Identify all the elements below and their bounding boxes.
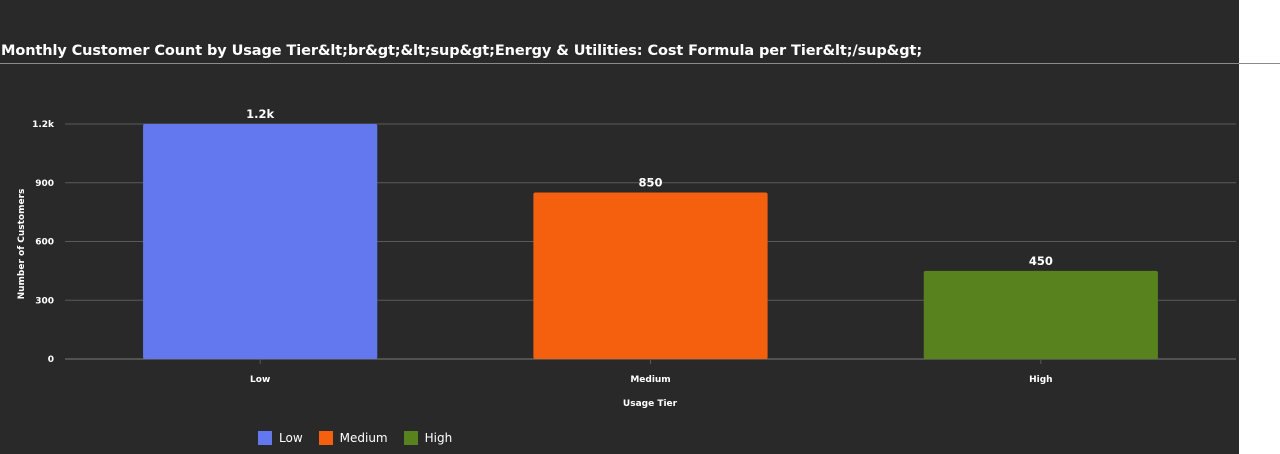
y-tick-label: 900: [35, 179, 54, 189]
legend-item-high[interactable]: High: [403, 431, 453, 445]
legend-label: Low: [279, 431, 303, 445]
legend-swatch: [403, 431, 418, 445]
bar-low[interactable]: [143, 124, 378, 359]
legend-label: High: [424, 431, 453, 445]
legend-label: Medium: [339, 431, 388, 445]
y-axis-title: Number of Customers: [17, 189, 27, 300]
bars: [143, 124, 1158, 359]
x-axis-ticks: Low Medium High: [250, 359, 1053, 385]
legend-swatch: [258, 431, 272, 445]
data-label: 1.2k: [246, 107, 274, 121]
data-label: 850: [638, 176, 662, 190]
x-tick-label: Low: [250, 375, 270, 385]
x-axis-title: Usage Tier: [623, 399, 678, 409]
x-tick-label: Medium: [630, 375, 670, 385]
chart-title: Monthly Customer Count by Usage Tier&lt;…: [1, 43, 923, 59]
legend-item-medium[interactable]: Medium: [318, 431, 388, 445]
y-tick-label: 1.2k: [32, 120, 55, 130]
y-tick-label: 300: [35, 296, 54, 306]
y-tick-label: 600: [35, 238, 54, 248]
data-label: 450: [1029, 254, 1053, 268]
bar-medium[interactable]: [533, 192, 768, 359]
y-axis-ticks: 0 300 600 900 1.2k: [32, 120, 55, 365]
bar-high[interactable]: [923, 270, 1158, 359]
data-labels: 1.2k 850 450: [246, 107, 1053, 268]
title-divider: [0, 63, 1280, 64]
y-tick-label: 0: [48, 355, 54, 365]
legend-item-low[interactable]: Low: [258, 431, 303, 445]
x-tick-label: High: [1029, 375, 1052, 385]
legend: Low Medium High: [258, 430, 452, 446]
legend-swatch: [318, 431, 333, 445]
